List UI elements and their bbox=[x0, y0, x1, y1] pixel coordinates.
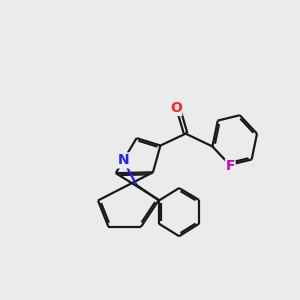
Text: F: F bbox=[226, 159, 235, 173]
Text: N: N bbox=[117, 153, 129, 167]
Text: O: O bbox=[170, 101, 182, 116]
